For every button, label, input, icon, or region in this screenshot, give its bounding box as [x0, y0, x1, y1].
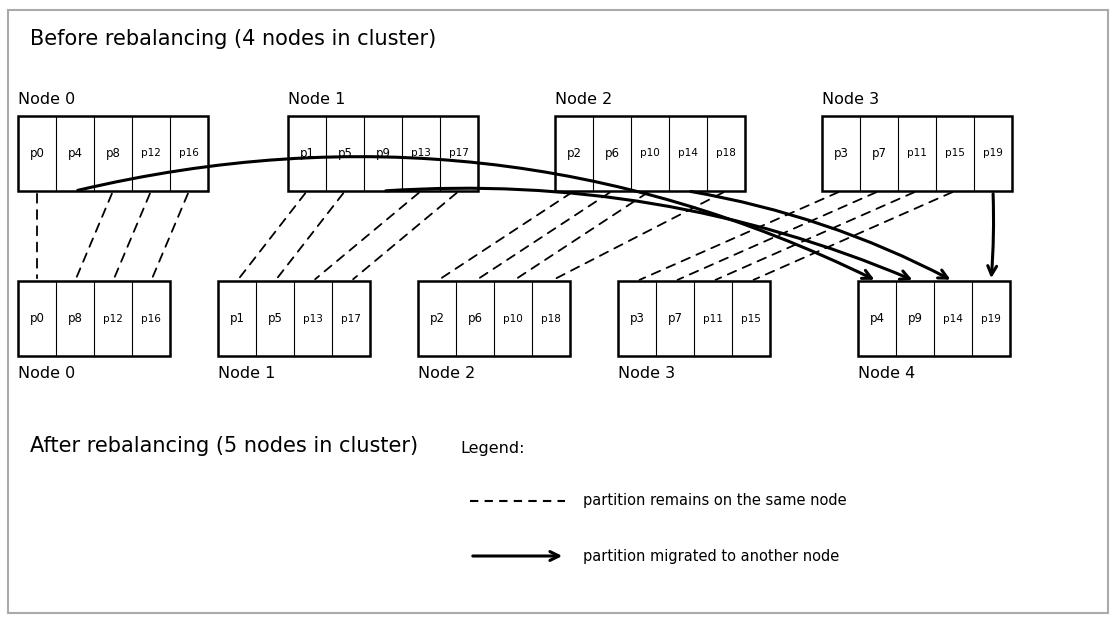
Text: p14: p14	[678, 148, 698, 158]
Text: p7: p7	[871, 147, 887, 160]
Text: p4: p4	[869, 312, 885, 325]
Text: After rebalancing (5 nodes in cluster): After rebalancing (5 nodes in cluster)	[30, 436, 418, 456]
Bar	[218, 281, 370, 356]
Text: p9: p9	[375, 147, 391, 160]
Text: p0: p0	[29, 312, 45, 325]
Text: p15: p15	[741, 314, 760, 324]
Text: Node 0: Node 0	[18, 366, 75, 381]
Text: p19: p19	[981, 314, 1001, 324]
Text: Node 0: Node 0	[18, 92, 75, 107]
Text: p8: p8	[105, 147, 121, 160]
Text: p17: p17	[449, 148, 469, 158]
Text: Node 4: Node 4	[858, 366, 915, 381]
Text: p2: p2	[567, 147, 581, 160]
Bar	[822, 116, 1012, 191]
Text: p17: p17	[342, 314, 361, 324]
Text: p19: p19	[983, 148, 1002, 158]
Text: Before rebalancing (4 nodes in cluster): Before rebalancing (4 nodes in cluster)	[30, 29, 437, 49]
Text: p3: p3	[629, 312, 644, 325]
Text: Node 3: Node 3	[822, 92, 879, 107]
Text: p6: p6	[605, 147, 619, 160]
Text: partition remains on the same node: partition remains on the same node	[584, 494, 847, 509]
Text: p18: p18	[716, 148, 736, 158]
Bar	[288, 116, 478, 191]
Text: p3: p3	[833, 147, 849, 160]
Text: p4: p4	[67, 147, 83, 160]
Text: p0: p0	[29, 147, 45, 160]
Text: p11: p11	[703, 314, 722, 324]
Bar	[18, 116, 208, 191]
Text: p8: p8	[67, 312, 83, 325]
Bar	[858, 281, 1010, 356]
Text: p5: p5	[268, 312, 282, 325]
Bar	[618, 281, 771, 356]
Text: p6: p6	[467, 312, 483, 325]
Text: p5: p5	[337, 147, 353, 160]
Text: p15: p15	[945, 148, 965, 158]
Text: p9: p9	[907, 312, 923, 325]
Text: Node 1: Node 1	[288, 92, 345, 107]
FancyBboxPatch shape	[8, 10, 1108, 613]
Text: Legend:: Legend:	[460, 441, 524, 456]
Text: Node 2: Node 2	[556, 92, 613, 107]
Bar	[18, 281, 170, 356]
Bar	[556, 116, 745, 191]
Text: p18: p18	[541, 314, 561, 324]
Text: p12: p12	[141, 148, 161, 158]
Text: p14: p14	[943, 314, 963, 324]
Text: Node 2: Node 2	[418, 366, 475, 381]
Text: p10: p10	[503, 314, 523, 324]
Text: p1: p1	[230, 312, 244, 325]
Text: Node 3: Node 3	[618, 366, 675, 381]
Text: p7: p7	[668, 312, 682, 325]
Text: partition migrated to another node: partition migrated to another node	[584, 548, 839, 563]
Text: p2: p2	[429, 312, 445, 325]
Text: Node 1: Node 1	[218, 366, 276, 381]
Text: p16: p16	[179, 148, 199, 158]
Text: p11: p11	[907, 148, 927, 158]
Text: p10: p10	[641, 148, 660, 158]
Text: p13: p13	[411, 148, 431, 158]
Text: p13: p13	[304, 314, 323, 324]
Text: p1: p1	[299, 147, 315, 160]
Text: p12: p12	[103, 314, 123, 324]
Bar	[418, 281, 570, 356]
Text: p16: p16	[141, 314, 161, 324]
